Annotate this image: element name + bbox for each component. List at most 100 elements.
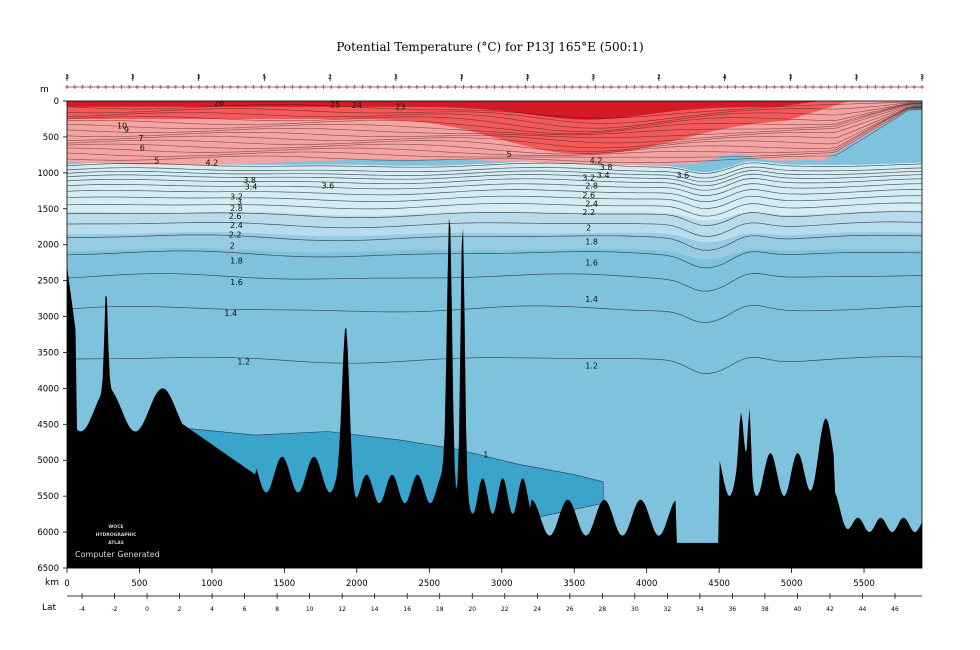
contour-label: 2.6 xyxy=(229,212,242,221)
contour-label: 1.4 xyxy=(224,309,237,318)
lat-tick-label: 4 xyxy=(210,606,214,613)
seafloor-bathymetry xyxy=(67,218,922,568)
contour-label: 5 xyxy=(506,150,511,159)
station-label: 3 xyxy=(920,74,924,81)
contour-label: 2 xyxy=(586,223,591,232)
km-tick-label: 4500 xyxy=(708,579,730,589)
km-tick-label: 0 xyxy=(64,579,69,589)
km-tick-label: 3000 xyxy=(491,579,513,589)
isotherm-line xyxy=(67,106,922,149)
depth-tick-label: 3000 xyxy=(37,313,59,323)
contour-label: 2.4 xyxy=(230,221,243,230)
lat-tick-label: 6 xyxy=(243,606,247,613)
lat-tick-label: 42 xyxy=(826,606,834,613)
isotherm-line xyxy=(67,273,922,292)
chart-title: Potential Temperature (°C) for P13J 165°… xyxy=(336,40,644,54)
isotherm-line xyxy=(67,250,922,269)
contour-label: 3.8 xyxy=(600,163,613,172)
isotherm-line xyxy=(67,356,922,374)
isotherm-line xyxy=(67,162,922,174)
depth-tick-label: 1000 xyxy=(37,169,59,179)
lat-tick-label: 28 xyxy=(598,606,606,613)
isotherm-line xyxy=(67,183,922,196)
depth-tick-label: 4000 xyxy=(37,384,59,394)
contour-label: 6 xyxy=(140,144,145,153)
upper-deep-band xyxy=(67,228,922,260)
depth-tick-label: 0 xyxy=(54,97,59,107)
station-label: 4 xyxy=(723,74,727,81)
depth-tick-label: 1500 xyxy=(37,205,59,215)
lat-tick-label: 32 xyxy=(664,606,672,613)
station-label: 3 xyxy=(460,74,464,81)
station-label: 3 xyxy=(131,74,135,81)
station-label: 2 xyxy=(657,74,661,81)
isotherm-line xyxy=(67,103,922,129)
contour-label: 2 xyxy=(230,241,235,250)
contour-label: 1.8 xyxy=(230,256,243,265)
station-label: 3 xyxy=(591,74,595,81)
station-label: 3 xyxy=(65,74,69,81)
isotherm-line xyxy=(67,195,922,209)
contour-label: 2.6 xyxy=(582,191,595,200)
contour-label: 10 xyxy=(117,121,127,130)
isotherm-line xyxy=(67,107,922,155)
woce-logo-line: HYDROGRAPHIC xyxy=(96,532,137,538)
contour-label: 3.2 xyxy=(230,192,243,201)
depth-tick-label: 4500 xyxy=(37,420,59,430)
station-label: 3 xyxy=(789,74,793,81)
contour-label: 26 xyxy=(214,98,224,107)
contour-label: 2.8 xyxy=(230,204,243,213)
lat-axis-label: Lat xyxy=(42,603,57,613)
km-tick-label: 1000 xyxy=(201,579,223,589)
station-label: 2 xyxy=(328,74,332,81)
km-tick-label: 2000 xyxy=(346,579,368,589)
lat-tick-label: 8 xyxy=(275,606,279,613)
contour-label: 3.6 xyxy=(677,171,690,180)
contour-label: 24 xyxy=(352,101,362,110)
lat-tick-label: -2 xyxy=(112,606,118,613)
lat-tick-label: 10 xyxy=(306,606,314,613)
isotherm-line xyxy=(67,104,922,138)
lat-tick-label: 24 xyxy=(533,606,541,613)
station-label: 3 xyxy=(525,74,529,81)
depth-tick-label: 2000 xyxy=(37,241,59,251)
contour-label: 4.2 xyxy=(590,157,603,166)
isotherm-line xyxy=(67,178,922,191)
contour-label: 1.4 xyxy=(585,295,598,304)
depth-unit-label: m xyxy=(40,85,49,95)
depth-tick-label: 6500 xyxy=(37,564,59,574)
isotherm-line xyxy=(67,102,922,124)
lat-tick-label: 40 xyxy=(794,606,802,613)
isotherm-line xyxy=(67,101,922,119)
contour-label: 23 xyxy=(395,103,405,112)
isotherm-line xyxy=(67,107,922,152)
contour-label: 1 xyxy=(483,450,488,459)
station-label: 3 xyxy=(854,74,858,81)
lat-tick-label: 26 xyxy=(566,606,574,613)
lat-tick-label: 38 xyxy=(761,606,769,613)
woce-logo-line: ATLAS xyxy=(108,540,124,546)
km-tick-label: 500 xyxy=(131,579,147,589)
km-tick-label: 1500 xyxy=(274,579,296,589)
contour-label: 1.2 xyxy=(237,358,250,367)
lat-tick-label: 36 xyxy=(729,606,737,613)
station-label: 3 xyxy=(197,74,201,81)
contour-label: 2.8 xyxy=(585,182,598,191)
contour-label: 4.2 xyxy=(206,159,219,168)
station-label: 3 xyxy=(394,74,398,81)
isotherm-line xyxy=(67,105,922,144)
contour-label: 1.6 xyxy=(230,278,243,287)
km-tick-label: 5000 xyxy=(781,579,803,589)
contour-label: 9 xyxy=(124,126,129,135)
isotherm-line xyxy=(67,108,922,158)
lat-tick-label: 0 xyxy=(145,606,149,613)
lat-tick-label: 34 xyxy=(696,606,704,613)
isotherm-line xyxy=(67,103,922,134)
credit-text: Computer Generated xyxy=(75,550,160,559)
isotherm-line xyxy=(67,304,922,323)
contour-label: 3.6 xyxy=(321,182,334,191)
isotherm-line xyxy=(67,188,922,202)
isotherm-line xyxy=(67,202,922,217)
woce-logo-line: WOCE xyxy=(108,524,123,530)
